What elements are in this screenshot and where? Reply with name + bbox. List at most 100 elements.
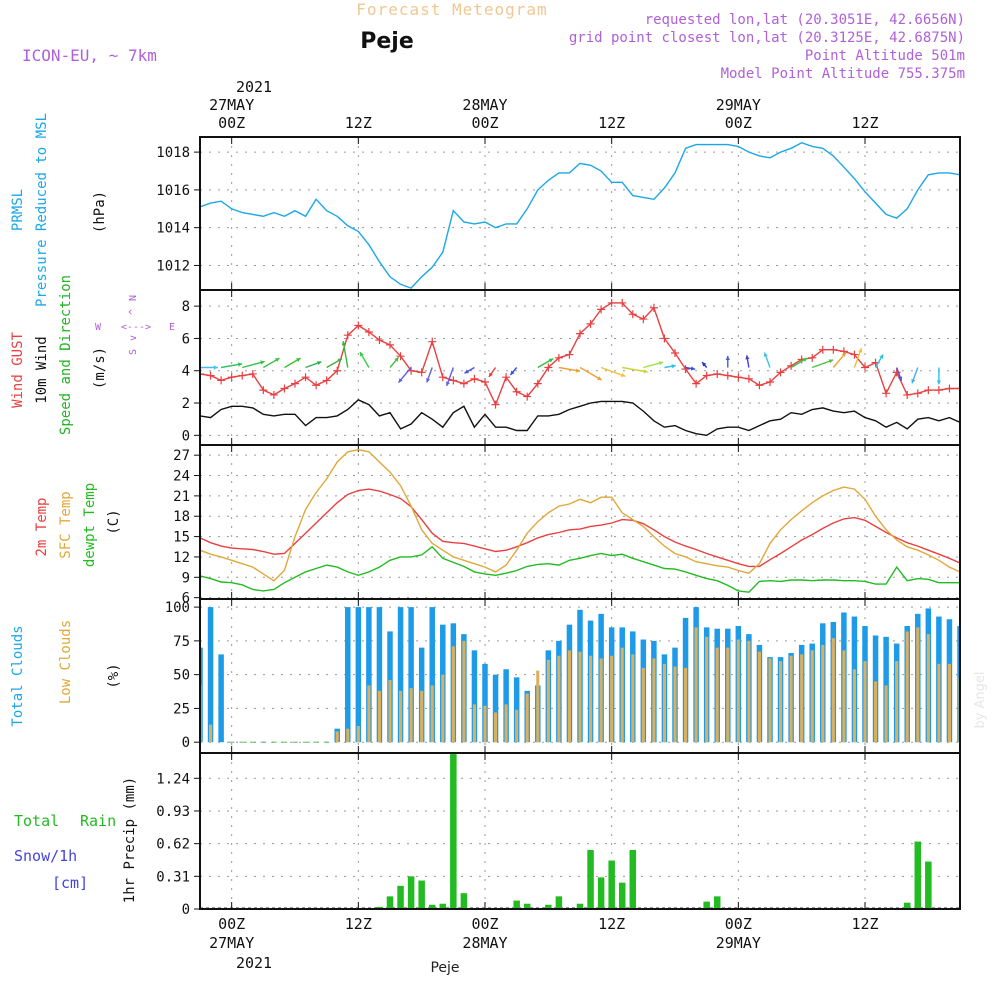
- total-cloud-bar: [355, 607, 362, 743]
- wind-arrow-head: [445, 381, 451, 386]
- wind-direction-arrow: [745, 355, 750, 368]
- wind-arrow-head: [643, 369, 648, 374]
- wind-arrow-head: [426, 378, 431, 383]
- precip-ytick-label: 0.62: [156, 837, 190, 853]
- rain-bar: [460, 893, 468, 909]
- wind-arrow-head: [394, 357, 399, 362]
- total-cloud-bar: [207, 607, 214, 743]
- wind-direction-arrow: [622, 366, 648, 374]
- gust-marker: [438, 373, 447, 382]
- pressure-ytick-label: 1012: [156, 258, 190, 274]
- wind-direction-arrow: [326, 357, 343, 369]
- clouds-ytick-label: 75: [173, 634, 190, 650]
- wind-direction-arrow: [242, 360, 265, 369]
- wind-direction-arrow: [790, 357, 808, 369]
- low-cloud-bar: [567, 650, 571, 743]
- wind-arrow-head: [548, 358, 554, 363]
- low-cloud-bar: [789, 655, 793, 743]
- wind-arrow-head: [879, 354, 884, 359]
- wind-direction-arrow: [579, 366, 603, 381]
- wind-direction-arrow: [389, 356, 400, 368]
- wind-direction-arrow: [200, 365, 218, 370]
- gust-marker: [291, 379, 299, 388]
- wind-arrow-head: [597, 376, 602, 380]
- wind-arrow-head: [510, 370, 515, 375]
- wind-direction-arrow: [464, 366, 475, 374]
- wind-panel-labels: Wind GUST 10m Wind Speed and Direction (…: [10, 275, 175, 435]
- rain-bar: [376, 906, 383, 909]
- wind-direction-arrow: [488, 367, 497, 378]
- low-cloud-bar: [441, 674, 445, 743]
- low-cloud-bar: [399, 690, 403, 743]
- rain-bar: [608, 860, 615, 909]
- gust-marker: [206, 371, 215, 380]
- gust-marker: [512, 387, 521, 396]
- model-label: ICON-EU, ~ 7km: [22, 46, 157, 65]
- gust-marker: [829, 345, 838, 354]
- gust-marker: [238, 371, 247, 380]
- gust-marker: [280, 384, 289, 393]
- sfc-temp-label: SFC Temp: [58, 491, 74, 558]
- low-cloud-bar: [620, 647, 624, 743]
- wind-direction-arrow: [832, 352, 847, 368]
- gust-marker: [639, 315, 648, 324]
- low-cloud-bar: [779, 661, 783, 743]
- wind-arrow-head: [725, 356, 730, 360]
- temp-panel-labels: 2m Temp SFC Temp dewpt Temp (C): [34, 483, 122, 567]
- rain-bar: [397, 885, 404, 909]
- gust-marker: [470, 374, 479, 383]
- bottom-date-label: 28MAY: [462, 934, 507, 952]
- wind-arrow-head: [671, 364, 676, 369]
- clouds-ytick-label: 25: [173, 701, 190, 717]
- gust-marker: [227, 373, 236, 382]
- gust-marker: [481, 378, 489, 387]
- precip-ytick-label: 0.31: [156, 869, 190, 885]
- wind-arrow-head: [464, 369, 469, 374]
- gust-marker: [913, 389, 922, 398]
- gust-marker: [449, 376, 458, 385]
- gust-marker: [417, 368, 426, 377]
- gust-marker: [269, 390, 278, 399]
- low-cloud-bar: [757, 651, 761, 743]
- low-cloud-bar: [409, 688, 413, 743]
- low-cloud-bar: [768, 658, 772, 743]
- low-cloud-bar: [747, 640, 751, 743]
- total-clouds-label: Total Clouds: [10, 625, 26, 726]
- gust-marker: [744, 374, 753, 383]
- temperature-ytick-label: 21: [173, 489, 190, 505]
- sfc-temp-line: [200, 448, 960, 582]
- wind-ytick-label: 2: [182, 396, 190, 412]
- wind-direction-arrow: [811, 359, 834, 369]
- clouds-plot: [200, 607, 960, 743]
- gust-marker: [301, 373, 310, 382]
- cloud-panel-labels: Total Clouds Low Clouds (%): [10, 620, 122, 727]
- wind-direction-arrow: [643, 361, 664, 369]
- wind-direction-arrow: [911, 367, 919, 384]
- requested-coords: requested lon,lat (20.3051E, 42.6656N): [645, 12, 965, 28]
- gust-marker: [333, 366, 342, 375]
- gust-marker: [934, 386, 943, 395]
- bottom-hour-label: 12Z: [851, 915, 878, 933]
- low-cloud-bar: [578, 651, 582, 743]
- gust-marker: [491, 400, 500, 409]
- temperature-grid: [200, 445, 960, 599]
- bottom-year-label: 2021: [236, 954, 272, 972]
- low-cloud-bar: [947, 663, 951, 743]
- pressure-grid: [200, 137, 960, 290]
- low-cloud-bar: [694, 627, 698, 743]
- temperature-ytick-label: 9: [182, 570, 190, 586]
- wind-direction-arrow: [445, 367, 454, 387]
- wind-arrow-head: [658, 361, 664, 366]
- gust-marker: [217, 376, 226, 385]
- rain-bar: [450, 754, 457, 909]
- low-cloud-bar: [926, 634, 930, 743]
- gust-marker: [713, 369, 722, 378]
- gust-marker: [586, 319, 595, 328]
- wind-arrow-head: [237, 362, 243, 367]
- low-cloud-bar: [831, 638, 835, 743]
- pressure-ytick-label: 1014: [156, 221, 190, 237]
- low-cloud-bar: [335, 731, 339, 743]
- wind-arrow-head: [213, 365, 218, 370]
